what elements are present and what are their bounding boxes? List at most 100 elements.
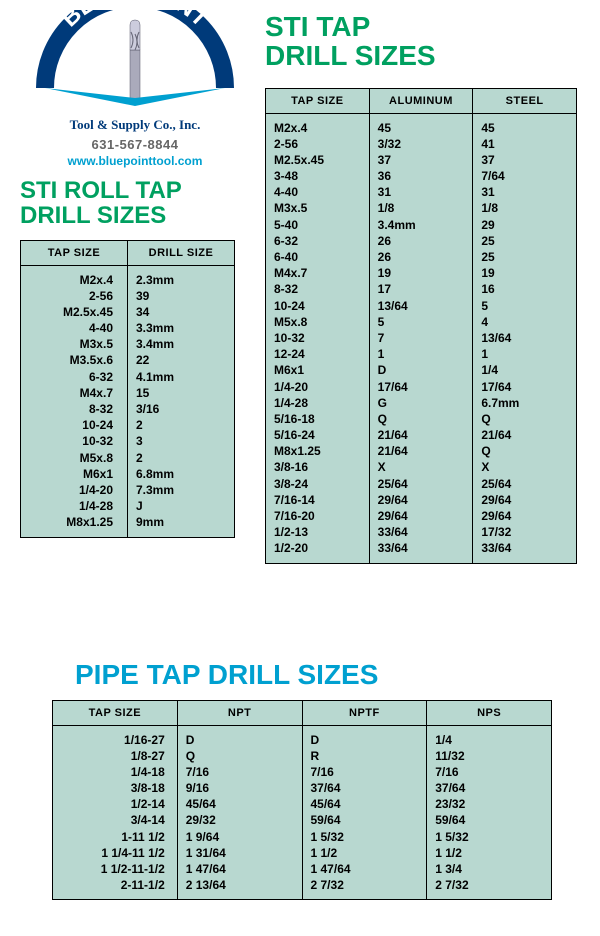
- table-cell: 29/64: [473, 508, 577, 524]
- table-cell: M2.5x.45: [21, 304, 128, 320]
- table-cell: 3/4-14: [53, 812, 178, 828]
- table-cell: 10-32: [266, 330, 370, 346]
- table-cell: 1 47/64: [302, 861, 427, 877]
- table-cell: 33/64: [369, 524, 473, 540]
- table-cell: 1/2-20: [266, 540, 370, 563]
- table-cell: D: [369, 362, 473, 378]
- table-cell: 2 7/32: [427, 877, 552, 900]
- column-header: STEEL: [473, 89, 577, 114]
- sti-tap-title: STI TAPDRILL SIZES: [265, 12, 436, 71]
- column-header: ALUMINUM: [369, 89, 473, 114]
- table-cell: 25/64: [369, 476, 473, 492]
- table-cell: 2: [128, 450, 235, 466]
- table-cell: 1 5/32: [427, 829, 552, 845]
- table-cell: 1-11 1/2: [53, 829, 178, 845]
- table-cell: 7/16-20: [266, 508, 370, 524]
- table-cell: 1: [369, 346, 473, 362]
- table-cell: 33/64: [473, 540, 577, 563]
- table-cell: 6-40: [266, 249, 370, 265]
- table-cell: 59/64: [302, 812, 427, 828]
- table-cell: 29/64: [473, 492, 577, 508]
- table-cell: 33/64: [369, 540, 473, 563]
- table-cell: 2-56: [21, 288, 128, 304]
- table-cell: D: [177, 732, 302, 748]
- column-header: TAP SIZE: [266, 89, 370, 114]
- table-cell: 21/64: [369, 427, 473, 443]
- sti-tap-table: TAP SIZEALUMINUMSTEELM2x.445452-563/3241…: [265, 88, 577, 564]
- table-cell: 5: [369, 314, 473, 330]
- table-cell: 1 3/4: [427, 861, 552, 877]
- table-cell: 4-40: [266, 184, 370, 200]
- table-cell: X: [473, 459, 577, 475]
- table-cell: 12-24: [266, 346, 370, 362]
- column-header: TAP SIZE: [53, 701, 178, 726]
- company-url: www.bluepointtool.com: [20, 154, 250, 168]
- table-cell: M5x.8: [266, 314, 370, 330]
- table-cell: 6-32: [266, 233, 370, 249]
- table-cell: 6.7mm: [473, 395, 577, 411]
- roll-tap-table: TAP SIZEDRILL SIZEM2x.42.3mm2-5639M2.5x.…: [20, 240, 235, 538]
- table-cell: 1/4: [427, 732, 552, 748]
- table-cell: 1: [473, 346, 577, 362]
- table-cell: R: [302, 748, 427, 764]
- table-cell: 1/4-20: [21, 482, 128, 498]
- table-cell: 3/8-16: [266, 459, 370, 475]
- table-cell: 41: [473, 136, 577, 152]
- table-cell: 9mm: [128, 514, 235, 537]
- table-cell: 36: [369, 168, 473, 184]
- table-cell: 37/64: [427, 780, 552, 796]
- table-cell: 3.4mm: [369, 217, 473, 233]
- table-cell: 6-32: [21, 369, 128, 385]
- table-cell: 15: [128, 385, 235, 401]
- table-cell: 7/16-14: [266, 492, 370, 508]
- table-cell: 7/16: [427, 764, 552, 780]
- table-cell: 9/16: [177, 780, 302, 796]
- table-cell: 45: [369, 120, 473, 136]
- table-cell: M6x1: [266, 362, 370, 378]
- column-header: NPTF: [302, 701, 427, 726]
- table-cell: M2.5x.45: [266, 152, 370, 168]
- table-cell: 17: [369, 281, 473, 297]
- table-cell: 26: [369, 249, 473, 265]
- table-cell: 25/64: [473, 476, 577, 492]
- table-cell: 37: [369, 152, 473, 168]
- table-cell: 31: [369, 184, 473, 200]
- table-cell: 37/64: [302, 780, 427, 796]
- table-cell: 4: [473, 314, 577, 330]
- table-cell: M4x.7: [266, 265, 370, 281]
- table-cell: 1/2-14: [53, 796, 178, 812]
- table-cell: M8x1.25: [266, 443, 370, 459]
- table-cell: M3x.5: [21, 336, 128, 352]
- table-cell: 1/8: [369, 200, 473, 216]
- table-cell: 8-32: [266, 281, 370, 297]
- table-cell: 7/16: [302, 764, 427, 780]
- table-cell: 1 31/64: [177, 845, 302, 861]
- table-cell: 1 9/64: [177, 829, 302, 845]
- table-cell: 5: [473, 298, 577, 314]
- table-cell: 3/16: [128, 401, 235, 417]
- table-cell: 39: [128, 288, 235, 304]
- table-cell: M8x1.25: [21, 514, 128, 537]
- table-cell: 16: [473, 281, 577, 297]
- table-cell: 7.3mm: [128, 482, 235, 498]
- table-cell: 4.1mm: [128, 369, 235, 385]
- table-cell: 45/64: [177, 796, 302, 812]
- table-cell: 21/64: [473, 427, 577, 443]
- table-cell: D: [302, 732, 427, 748]
- logo-graphic: BLUE POINT: [30, 10, 240, 110]
- table-cell: 17/32: [473, 524, 577, 540]
- table-cell: 11/32: [427, 748, 552, 764]
- company-phone: 631-567-8844: [20, 137, 250, 152]
- table-cell: 4-40: [21, 320, 128, 336]
- table-cell: 3/32: [369, 136, 473, 152]
- table-cell: 1/4-28: [21, 498, 128, 514]
- table-cell: 1/8: [473, 200, 577, 216]
- table-cell: 1 1/2: [427, 845, 552, 861]
- table-cell: 3-48: [266, 168, 370, 184]
- table-cell: 37: [473, 152, 577, 168]
- column-header: NPS: [427, 701, 552, 726]
- table-cell: 29/64: [369, 508, 473, 524]
- roll-tap-title: STI ROLL TAPDRILL SIZES: [20, 178, 182, 228]
- table-cell: 1 1/2-11-1/2: [53, 861, 178, 877]
- table-cell: 25: [473, 233, 577, 249]
